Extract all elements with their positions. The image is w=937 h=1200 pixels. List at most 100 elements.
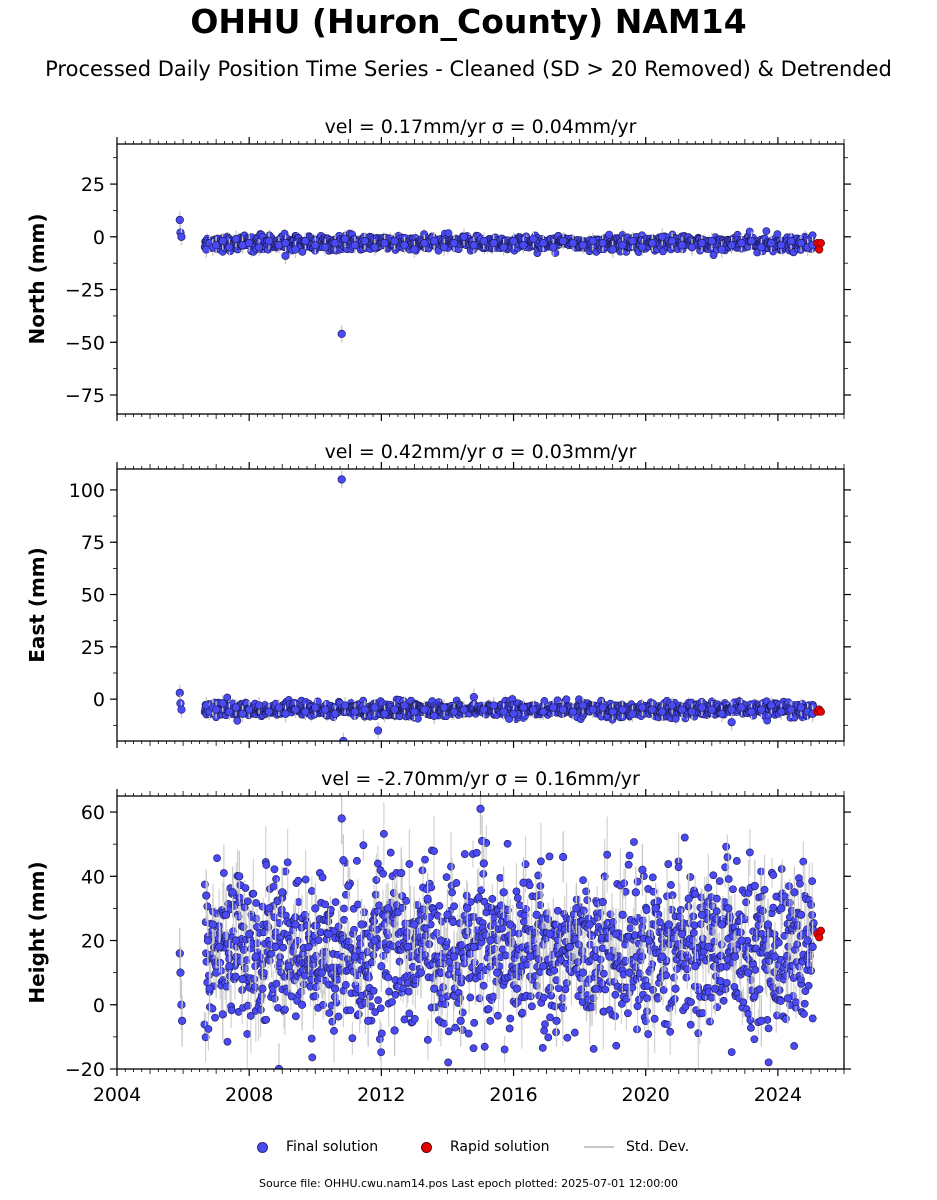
final-solution-point xyxy=(449,707,459,716)
final-solution-point xyxy=(436,936,445,945)
final-solution-point xyxy=(539,707,548,716)
final-solution-point xyxy=(808,942,817,952)
final-solution-point xyxy=(687,707,697,716)
final-solution-point xyxy=(238,974,247,984)
final-solution-point xyxy=(658,707,667,716)
final-solution-point xyxy=(724,904,733,913)
plot-area-east xyxy=(175,471,825,741)
final-solution-point xyxy=(651,904,660,913)
y-axis-label-north: North (mm) xyxy=(25,213,49,344)
data-cloud-height xyxy=(200,802,818,1069)
final-solution-point xyxy=(492,968,502,977)
final-solution-point xyxy=(258,984,267,993)
final-solution-point xyxy=(321,243,330,252)
final-solution-point xyxy=(618,910,627,919)
final-solution-point xyxy=(449,239,459,248)
final-solution-point xyxy=(304,942,313,952)
final-solution-point xyxy=(476,804,485,813)
final-solution-point xyxy=(212,241,221,250)
final-solution-point xyxy=(364,1016,373,1025)
final-solution-point xyxy=(420,705,429,714)
final-solution-point xyxy=(271,942,280,952)
y-tick-label: 25 xyxy=(81,174,105,196)
final-solution-point xyxy=(777,904,786,913)
final-solution-point xyxy=(509,236,518,246)
y-tick-label: 25 xyxy=(81,637,105,659)
final-solution-point xyxy=(512,984,521,993)
panel-title-height: vel = -2.70mm/yr σ = 0.16mm/yr xyxy=(321,768,640,790)
final-solution-point xyxy=(469,692,478,702)
final-solution-point xyxy=(264,904,274,913)
final-solution-point xyxy=(218,699,227,708)
final-solution-point xyxy=(218,1010,227,1019)
final-solution-point xyxy=(410,707,419,716)
final-solution-point xyxy=(559,236,568,246)
final-solution-point xyxy=(737,936,746,945)
final-solution-point xyxy=(278,888,287,897)
final-solution-point xyxy=(231,936,241,945)
y-axis-east: 100 75 50 25 0 xyxy=(69,480,851,726)
y-tick-label: 20 xyxy=(81,931,105,953)
final-solution-marker-icon xyxy=(257,1141,268,1153)
rapid-solution-point xyxy=(816,239,825,248)
final-solution-point xyxy=(423,894,432,903)
final-solution-point xyxy=(344,881,353,891)
final-solution-point xyxy=(578,968,588,977)
final-solution-point xyxy=(383,904,393,913)
final-solution-point xyxy=(608,245,617,254)
final-solution-point xyxy=(519,703,528,712)
final-solution-point xyxy=(605,952,614,961)
final-solution-point xyxy=(618,705,627,714)
y-tick-label: −20 xyxy=(65,1059,105,1081)
final-solution-point xyxy=(175,688,184,697)
final-solution-point xyxy=(592,984,601,993)
final-solution-point xyxy=(390,236,399,246)
y-tick-label: 50 xyxy=(81,585,105,607)
final-solution-point xyxy=(235,872,244,881)
final-solution-point xyxy=(539,962,548,971)
final-solution-point xyxy=(578,701,588,710)
final-solution-point xyxy=(281,251,290,260)
final-solution-point xyxy=(339,736,348,741)
final-solution-point xyxy=(608,707,617,716)
y-tick-label: 0 xyxy=(93,689,105,711)
final-solution-point xyxy=(274,703,284,712)
final-solution-point xyxy=(598,239,607,248)
final-solution-point xyxy=(311,904,320,913)
final-solution-point xyxy=(202,891,211,900)
final-solution-point xyxy=(331,709,340,718)
final-solution-point xyxy=(281,239,290,248)
final-solution-point xyxy=(459,705,469,714)
final-solution-point xyxy=(658,232,667,241)
final-solution-point xyxy=(400,701,409,710)
y-axis-height: 60 40 20 0 −20 xyxy=(65,802,851,1081)
final-solution-point xyxy=(317,968,326,977)
final-solution-point xyxy=(638,243,647,252)
final-solution-point xyxy=(767,239,776,248)
final-solution-point xyxy=(176,968,185,977)
final-solution-point xyxy=(177,1000,186,1009)
final-solution-point xyxy=(777,241,786,250)
panel-title-north: vel = 0.17mm/yr σ = 0.04mm/yr xyxy=(325,116,637,138)
x-tick-label: 2008 xyxy=(225,1084,273,1106)
panel-north: 25 0 −25 −50 −75 vel = 0.17mm/yr σ = 0.04mm/y… xyxy=(25,116,851,421)
final-solution-point xyxy=(717,709,726,718)
final-solution-point xyxy=(539,239,548,248)
final-solution-point xyxy=(311,241,320,250)
final-solution-point xyxy=(727,705,736,714)
panel-height: 60 40 20 0 −20 2004 2008 2012 2016 2020 2024 vel = … xyxy=(25,768,851,1106)
legend-label-final: Final solution xyxy=(286,1139,379,1155)
final-solution-point xyxy=(301,707,310,716)
final-solution-point xyxy=(400,241,409,250)
final-solution-point xyxy=(380,239,389,248)
final-solution-point xyxy=(311,703,320,712)
final-solution-point xyxy=(238,709,247,718)
x-tick-label: 2020 xyxy=(622,1084,670,1106)
final-solution-point xyxy=(525,952,535,961)
final-solution-point xyxy=(704,942,713,952)
final-solution-point xyxy=(218,236,227,246)
final-solution-point xyxy=(631,888,640,897)
final-solution-point xyxy=(231,234,241,244)
final-solution-point xyxy=(628,236,637,246)
final-solution-point xyxy=(175,949,184,958)
